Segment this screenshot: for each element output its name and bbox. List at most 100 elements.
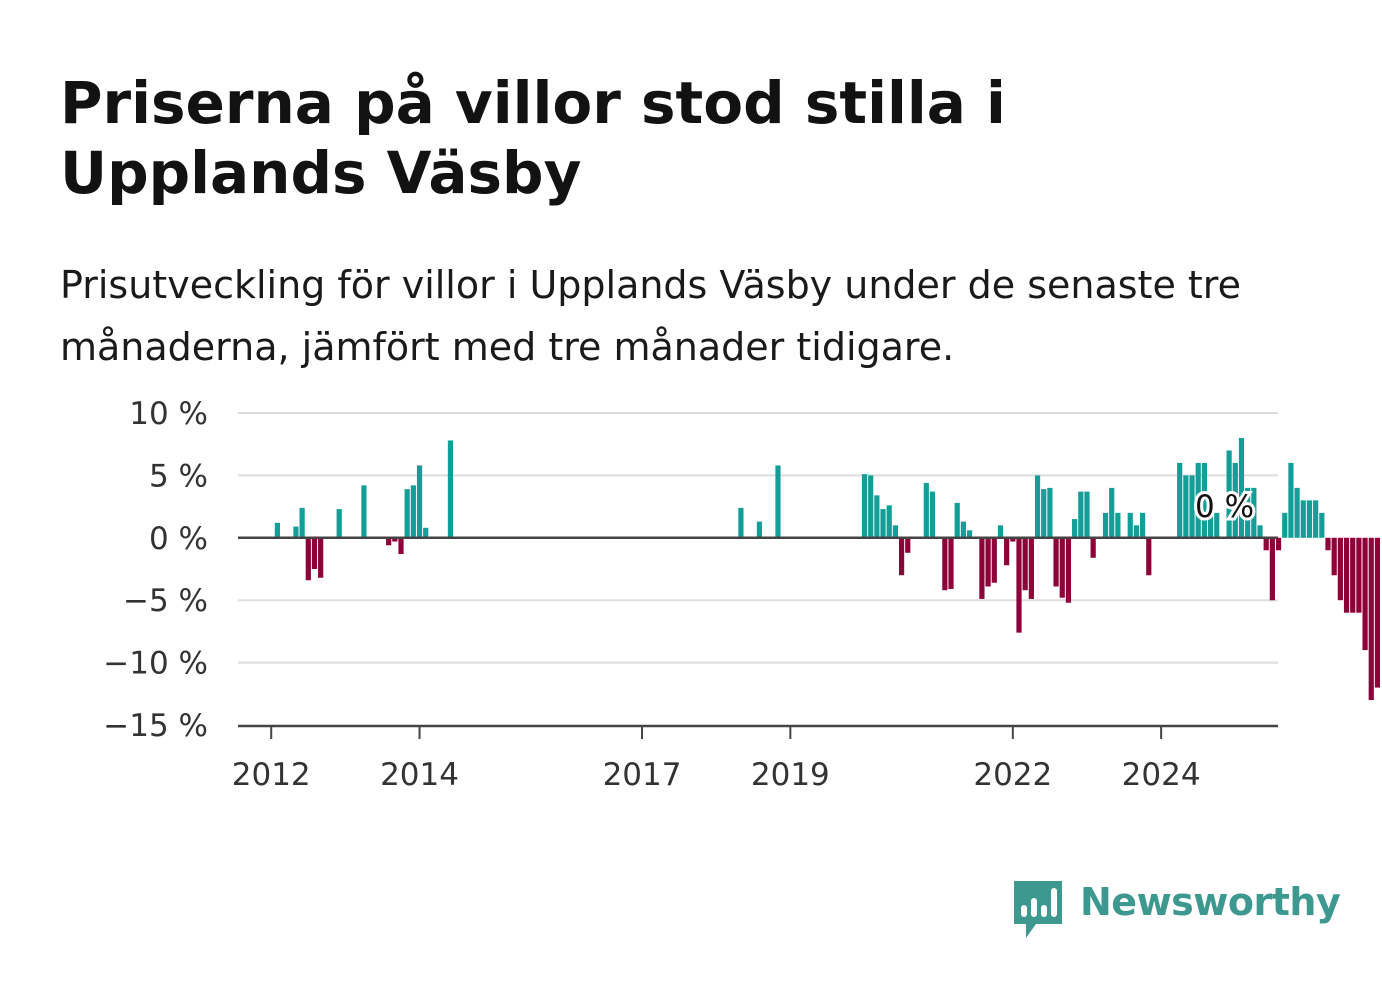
bar bbox=[1263, 537, 1269, 551]
bar bbox=[1078, 491, 1084, 538]
bar bbox=[1133, 525, 1140, 538]
bar bbox=[1282, 512, 1288, 538]
chart-title: Priserna på villor stod stilla i Uppland… bbox=[60, 69, 1006, 207]
x-tick-label: 2019 bbox=[751, 757, 830, 793]
bar bbox=[274, 522, 280, 538]
bar bbox=[954, 502, 960, 538]
bar bbox=[318, 537, 324, 578]
x-tick-label: 2017 bbox=[603, 757, 682, 793]
bar bbox=[1350, 537, 1356, 613]
bar bbox=[1368, 537, 1374, 701]
bar bbox=[1288, 462, 1294, 538]
bar bbox=[1059, 537, 1065, 598]
bar bbox=[1189, 475, 1195, 538]
bar bbox=[1109, 487, 1115, 538]
bar bbox=[1090, 537, 1096, 558]
bar bbox=[997, 525, 1004, 538]
bar bbox=[1028, 537, 1034, 599]
bar bbox=[386, 537, 392, 546]
bar bbox=[1337, 537, 1343, 601]
bar bbox=[923, 482, 929, 538]
bar bbox=[311, 537, 318, 569]
bar bbox=[991, 537, 997, 583]
bar bbox=[1115, 512, 1121, 538]
y-tick-label: −10 % bbox=[103, 646, 208, 682]
bar bbox=[1047, 487, 1053, 538]
bar bbox=[1356, 537, 1362, 613]
bar bbox=[299, 507, 305, 538]
bars bbox=[274, 437, 1381, 701]
bar bbox=[1257, 525, 1263, 538]
bar bbox=[1041, 489, 1047, 538]
bar bbox=[1313, 500, 1319, 538]
bar bbox=[1072, 519, 1078, 538]
bar bbox=[1238, 437, 1245, 538]
bar bbox=[1306, 500, 1313, 538]
bar bbox=[1245, 487, 1251, 538]
bar bbox=[886, 505, 892, 538]
y-tick-label: −15 % bbox=[103, 708, 208, 744]
bar bbox=[1195, 462, 1201, 538]
bar bbox=[336, 509, 342, 538]
bar bbox=[1102, 512, 1109, 538]
bar bbox=[874, 495, 880, 538]
bar bbox=[398, 537, 404, 555]
bar bbox=[898, 537, 905, 576]
bar bbox=[756, 521, 763, 538]
bar bbox=[1146, 537, 1152, 576]
bar bbox=[361, 485, 367, 538]
bar bbox=[1319, 512, 1325, 538]
bar bbox=[979, 537, 985, 599]
bar bbox=[905, 537, 911, 553]
bar bbox=[1084, 491, 1090, 538]
bar bbox=[880, 509, 886, 538]
y-tick-label: 0 % bbox=[149, 521, 208, 557]
bar bbox=[1331, 537, 1337, 576]
bar bbox=[960, 521, 966, 538]
bar bbox=[1251, 487, 1257, 538]
bar bbox=[305, 537, 311, 581]
latest-value-label: 0 % bbox=[1195, 489, 1254, 525]
newsworthy-logo: Newsworthy bbox=[1012, 878, 1341, 942]
bar bbox=[1294, 487, 1300, 538]
x-tick-label: 2022 bbox=[973, 757, 1052, 793]
bar bbox=[775, 465, 781, 538]
bar bbox=[404, 489, 410, 538]
bar bbox=[392, 537, 398, 542]
bar bbox=[1140, 512, 1146, 538]
bar bbox=[1183, 475, 1189, 538]
x-tick-label: 2014 bbox=[380, 757, 459, 793]
bar bbox=[1232, 462, 1238, 538]
x-tick-label: 2012 bbox=[232, 757, 311, 793]
bar bbox=[738, 507, 744, 538]
bar bbox=[1004, 537, 1010, 566]
gridlines bbox=[238, 412, 1278, 664]
y-tick-label: −5 % bbox=[123, 583, 208, 619]
bar bbox=[1275, 537, 1282, 551]
axes bbox=[238, 536, 1278, 739]
bar bbox=[1022, 537, 1028, 591]
bar bbox=[447, 440, 454, 538]
bar bbox=[861, 474, 868, 538]
bar bbox=[966, 530, 973, 538]
bar bbox=[1065, 537, 1072, 603]
chart-subtitle: Prisutveckling för villor i Upplands Väs… bbox=[60, 263, 1241, 369]
bar bbox=[1207, 500, 1214, 538]
x-tick-label: 2024 bbox=[1122, 757, 1201, 793]
bar bbox=[1214, 512, 1220, 538]
bar bbox=[868, 475, 874, 538]
labels: 10 % 5 % 0 % −5 % −10 % −15 % 2012 2014 2017 2019… bbox=[103, 396, 1257, 793]
bar bbox=[929, 491, 936, 538]
y-tick-label: 10 % bbox=[129, 396, 208, 432]
bar bbox=[1300, 500, 1306, 538]
bar bbox=[410, 485, 416, 538]
bar bbox=[1127, 512, 1133, 538]
bar bbox=[892, 525, 898, 538]
bar bbox=[293, 526, 299, 538]
bar bbox=[1325, 537, 1331, 551]
y-tick-label: 5 % bbox=[149, 458, 208, 494]
bar bbox=[416, 465, 423, 538]
bar bbox=[1010, 537, 1016, 542]
bar bbox=[1053, 537, 1059, 587]
